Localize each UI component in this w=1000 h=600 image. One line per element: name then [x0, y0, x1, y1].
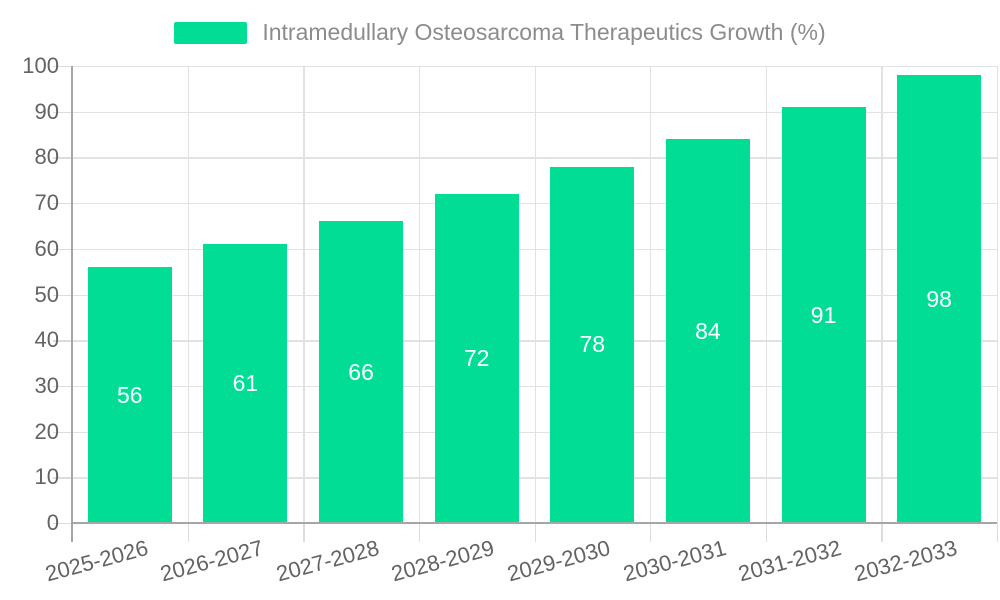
y-axis-tick [53, 66, 72, 68]
legend-label[interactable]: Intramedullary Osteosarcoma Therapeutics… [262, 19, 826, 45]
x-axis-category-label: 2029-2030 [504, 535, 613, 587]
bar[interactable]: 98 [897, 75, 982, 523]
y-axis-tick [53, 157, 72, 159]
y-axis-tick-label: 50 [34, 281, 59, 307]
bar[interactable]: 56 [87, 267, 172, 523]
bar-value-label: 66 [348, 358, 374, 385]
x-axis-category-label: 2031-2032 [735, 535, 845, 587]
y-axis-tick [53, 248, 72, 251]
x-gridline [534, 66, 536, 523]
bar[interactable]: 66 [319, 221, 404, 523]
x-axis-category-label: 2028-2029 [389, 535, 498, 587]
y-axis-tick-label: 100 [22, 53, 59, 78]
bar[interactable]: 91 [781, 107, 866, 523]
x-gridline [881, 66, 883, 523]
x-axis-line [72, 522, 997, 524]
bar[interactable]: 78 [550, 166, 635, 523]
y-axis-tick [53, 111, 72, 114]
x-gridline [187, 66, 189, 523]
x-axis-tick [303, 523, 305, 542]
x-axis-category-label: 2025-2026 [42, 535, 151, 587]
x-gridline [418, 66, 421, 523]
y-axis-tick-label: 90 [34, 98, 59, 124]
y-axis-tick-label: 80 [34, 144, 59, 170]
y-axis-tick [53, 340, 72, 342]
x-axis-category-label: 2032-2033 [851, 535, 960, 587]
y-axis-tick-label: 70 [34, 190, 59, 216]
x-axis-tick [534, 523, 536, 542]
y-axis-tick-label: 60 [34, 235, 59, 261]
plot-area: 56 61 66 72 78 84 91 98 [72, 66, 999, 523]
y-axis-tick [53, 203, 72, 205]
x-gridline [650, 66, 652, 523]
bar-value-label: 91 [810, 301, 837, 328]
y-axis-tick [53, 477, 72, 479]
bar[interactable]: 61 [203, 244, 288, 523]
x-axis-tick [765, 523, 768, 542]
x-gridline [765, 66, 768, 523]
x-gridline [997, 66, 999, 523]
legend-swatch[interactable] [174, 21, 248, 44]
y-axis-tick-label: 30 [34, 372, 59, 398]
x-axis-category-label: 2027-2028 [273, 535, 382, 587]
x-axis-category-label: 2030-2031 [620, 535, 729, 587]
y-axis-tick-label: 20 [34, 418, 59, 444]
bar-value-label: 61 [232, 370, 259, 397]
bar[interactable]: 72 [434, 194, 519, 523]
bar-value-label: 78 [579, 331, 606, 358]
x-axis-tick [650, 523, 652, 542]
y-axis-tick [53, 385, 72, 388]
x-axis-tick [997, 523, 999, 542]
x-axis-category-label: 2026-2027 [157, 535, 266, 587]
x-axis-tick [881, 523, 883, 542]
y-axis-tick [53, 523, 72, 525]
bar-value-label: 84 [695, 317, 721, 344]
bar-value-label: 56 [117, 381, 143, 408]
x-axis-tick [418, 523, 421, 542]
chart-legend[interactable]: Intramedullary Osteosarcoma Therapeutics… [0, 19, 1000, 46]
y-axis-tick-label: 10 [34, 464, 59, 490]
y-axis-tick-label: 0 [46, 510, 59, 535]
y-axis-tick [53, 431, 72, 433]
bar[interactable]: 84 [665, 139, 750, 523]
y-axis-line [71, 66, 73, 542]
bar-value-label: 72 [463, 345, 490, 371]
bar-value-label: 98 [926, 285, 952, 312]
x-axis-tick [187, 523, 189, 542]
x-gridline [303, 66, 305, 523]
y-axis-tick [53, 294, 72, 296]
y-axis-tick-label: 40 [34, 327, 59, 353]
